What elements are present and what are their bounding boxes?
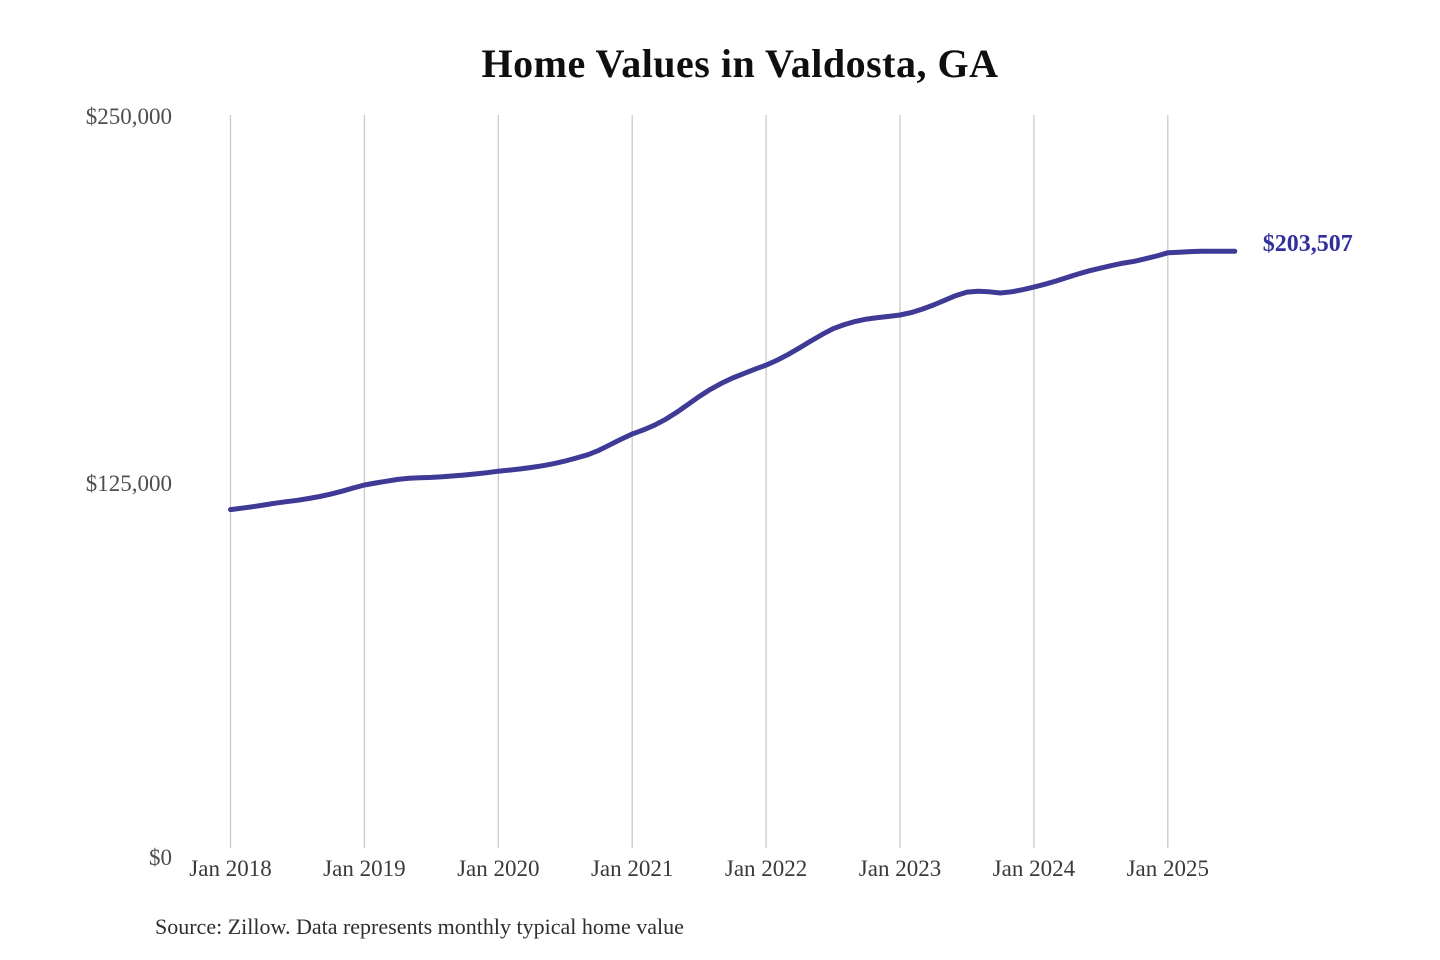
x-axis-tick-label: Jan 2022: [724, 856, 808, 881]
x-axis-tick-label: Jan 2020: [457, 856, 540, 881]
chart-title: Home Values in Valdosta, GA: [481, 41, 999, 86]
x-axis-tick-label: Jan 2021: [590, 856, 674, 881]
home-value-line: [228, 248, 1238, 513]
y-axis-tick-label: $0: [149, 845, 172, 870]
source-note: Source: Zillow. Data represents monthly …: [155, 914, 684, 939]
y-axis-tick-label: $125,000: [85, 470, 172, 496]
x-axis-tick-label: Jan 2025: [1126, 856, 1209, 881]
end-value-label: $203,507: [1262, 231, 1353, 258]
y-axis-tick-label: $250,000: [85, 104, 172, 129]
x-axis-tick-label: Jan 2024: [992, 856, 1076, 881]
x-axis-tick-label: Jan 2018: [189, 856, 272, 881]
x-axis-tick-label: Jan 2023: [858, 856, 942, 881]
x-axis-tick-label: Jan 2019: [323, 856, 406, 881]
